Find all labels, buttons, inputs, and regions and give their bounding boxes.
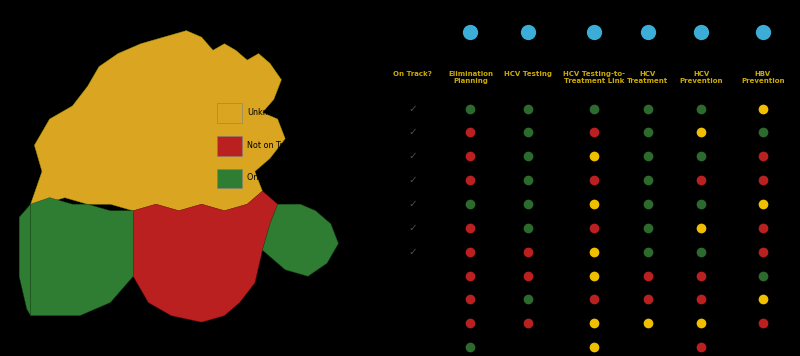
Bar [217,136,242,156]
Text: ✓: ✓ [408,104,417,114]
Text: Elimination
Planning: Elimination Planning [448,71,493,84]
Bar [217,169,242,188]
Text: On Track?: On Track? [394,71,432,77]
Text: ✓: ✓ [408,175,417,185]
Text: HCV
Prevention: HCV Prevention [679,71,723,84]
Text: HBV
Prevention: HBV Prevention [741,71,785,84]
Polygon shape [19,204,30,315]
Polygon shape [30,31,285,211]
Polygon shape [134,191,278,322]
Text: ✓: ✓ [408,223,417,233]
Polygon shape [262,204,338,276]
Bar [217,103,242,123]
Text: Not on Track: Not on Track [247,141,298,150]
Text: Unknown: Unknown [247,108,285,117]
Text: ✓: ✓ [408,151,417,161]
Text: HCV Testing-to-
Treatment Link: HCV Testing-to- Treatment Link [563,71,625,84]
Text: ✓: ✓ [408,199,417,209]
Text: On Track: On Track [247,173,282,183]
Text: ✓: ✓ [408,127,417,137]
Text: ✓: ✓ [408,247,417,257]
Text: HCV
Treatment: HCV Treatment [627,71,668,84]
Polygon shape [30,198,134,315]
Text: HCV Testing: HCV Testing [504,71,552,77]
